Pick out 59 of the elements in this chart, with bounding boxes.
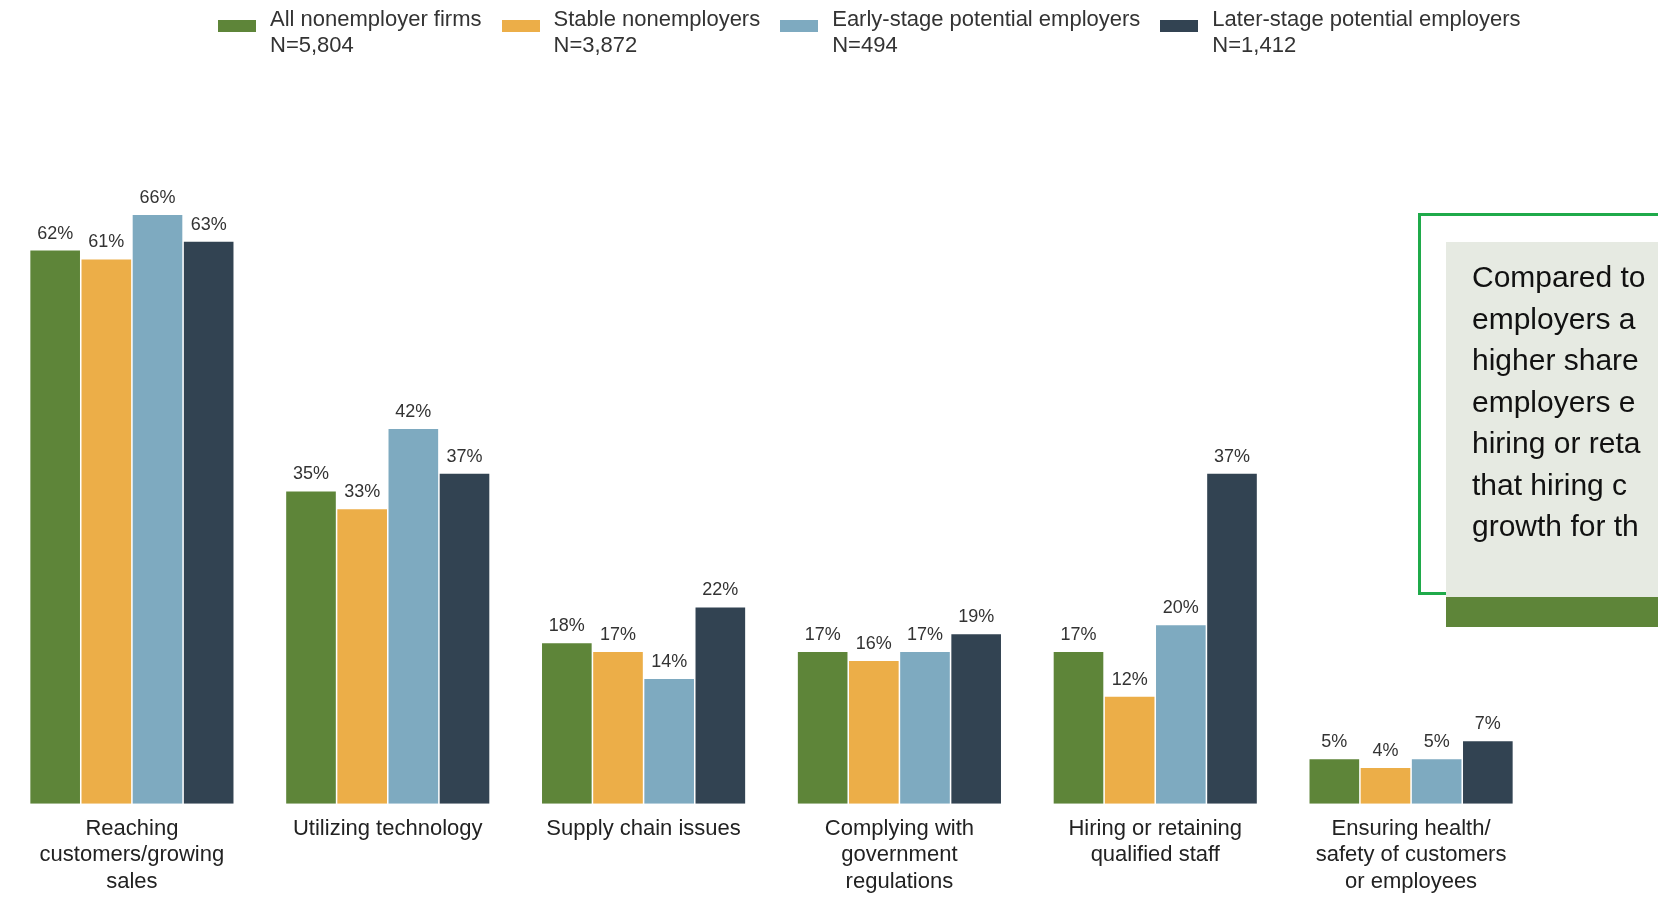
- x-tick-label: Complying with government regulations: [824, 815, 974, 893]
- bar: [1309, 759, 1360, 804]
- bar: [1053, 652, 1104, 804]
- legend-label: Stable nonemployers N=3,872: [553, 6, 761, 58]
- data-label: 20%: [1162, 597, 1199, 618]
- x-tick-label: Ensuring health/ safety of customers or employees: [1315, 815, 1507, 893]
- data-label: 14%: [651, 650, 688, 671]
- data-label: 62%: [37, 222, 74, 243]
- bar: [849, 661, 899, 804]
- data-label: 66%: [139, 186, 176, 207]
- data-label: 18%: [548, 615, 585, 636]
- bar: [644, 678, 694, 804]
- bar: [81, 259, 132, 804]
- data-label: 16%: [855, 633, 892, 654]
- bar: [30, 250, 80, 804]
- legend-label: All nonemployer firms N=5,804: [270, 6, 482, 58]
- data-label: 33%: [344, 481, 381, 502]
- legend-label: Early-stage potential employers N=494: [832, 6, 1141, 58]
- bar: [797, 652, 848, 804]
- data-label: 4%: [1372, 740, 1399, 761]
- bar: [542, 643, 592, 804]
- x-tick-label: Supply chain issues: [546, 815, 741, 841]
- bar: [900, 652, 950, 804]
- bar: [1156, 625, 1206, 804]
- data-label: 61%: [88, 231, 125, 252]
- data-label: 17%: [804, 624, 841, 645]
- bar: [951, 634, 1001, 804]
- bar: [337, 509, 387, 804]
- bar: [1411, 759, 1462, 804]
- data-label: 17%: [906, 624, 944, 645]
- bar: [1104, 696, 1155, 804]
- bar: [695, 607, 746, 804]
- data-label: 35%: [292, 463, 330, 484]
- data-label: 22%: [702, 579, 739, 600]
- bar: [1207, 473, 1257, 804]
- bar: [388, 429, 439, 804]
- data-label: 19%: [958, 606, 995, 627]
- bar: [1360, 768, 1411, 804]
- data-label: 17%: [599, 624, 637, 645]
- bar: [1463, 741, 1513, 804]
- data-label: 37%: [446, 445, 483, 466]
- x-tick-label: Utilizing technology: [292, 815, 483, 841]
- data-label: 12%: [1111, 668, 1148, 689]
- bar: [183, 241, 234, 804]
- data-label: 63%: [190, 213, 227, 234]
- data-label: 5%: [1423, 731, 1450, 752]
- data-label: 5%: [1321, 731, 1348, 752]
- annotation: Compared to employers a higher share employers e hiring or reta that hiring c growth for th: [1472, 259, 1646, 544]
- x-tick-label: Hiring or retaining qualified staff: [1068, 815, 1243, 867]
- x-tick-label: Reaching customers/growing sales: [39, 815, 225, 893]
- data-label: 42%: [395, 401, 432, 422]
- bar: [439, 473, 490, 804]
- bar: [593, 652, 643, 804]
- legend-label: Later-stage potential employers N=1,412: [1212, 6, 1521, 58]
- bar: [132, 214, 183, 804]
- data-label: 17%: [1060, 624, 1097, 645]
- data-label: 7%: [1474, 713, 1501, 734]
- data-label: 37%: [1213, 445, 1251, 466]
- bar: [286, 491, 336, 804]
